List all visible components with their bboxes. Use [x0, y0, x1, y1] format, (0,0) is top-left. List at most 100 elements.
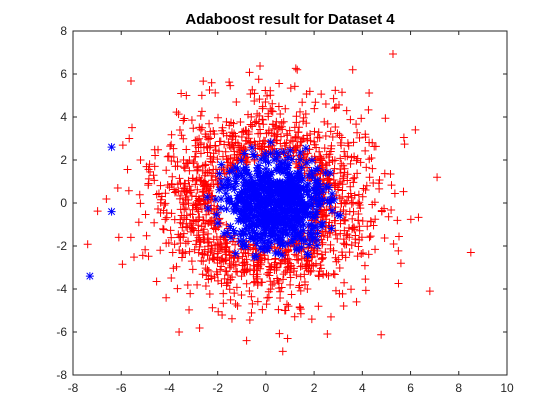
data-point-plus [142, 231, 151, 240]
data-point-star [307, 166, 316, 175]
data-point-plus [346, 115, 355, 124]
data-point-star [234, 197, 243, 206]
data-point-plus [349, 174, 358, 183]
data-point-plus [369, 178, 378, 187]
data-point-star [242, 221, 251, 230]
data-point-plus [329, 175, 338, 184]
data-point-plus [230, 289, 239, 298]
data-point-plus [182, 145, 191, 154]
data-point-plus [310, 137, 319, 146]
data-point-plus [358, 217, 367, 226]
data-point-plus [201, 161, 210, 170]
data-point-plus [189, 224, 198, 233]
data-point-plus [181, 193, 190, 202]
data-point-plus [201, 160, 210, 169]
data-point-plus [237, 132, 246, 141]
data-point-plus [266, 277, 275, 286]
data-point-plus [390, 189, 399, 198]
data-point-plus [290, 82, 299, 91]
y-tick-label: -2 [56, 239, 67, 253]
data-point-plus [301, 110, 310, 119]
data-point-plus [162, 239, 171, 248]
data-point-star [225, 197, 234, 206]
data-point-star [295, 218, 304, 227]
data-point-star [241, 185, 250, 194]
data-point-plus [388, 50, 397, 59]
data-point-plus [338, 186, 347, 195]
data-point-star [273, 223, 282, 232]
data-point-plus [325, 150, 334, 159]
data-point-plus [175, 194, 184, 203]
data-point-star [256, 234, 265, 243]
data-point-plus [335, 263, 344, 272]
data-point-star [265, 180, 274, 188]
data-point-plus [270, 243, 279, 252]
data-point-star [258, 245, 267, 254]
data-point-plus [206, 157, 215, 166]
data-point-plus [333, 129, 342, 138]
data-point-star [237, 156, 246, 165]
data-point-plus [276, 294, 285, 303]
data-point-plus [169, 264, 178, 273]
data-point-plus [272, 117, 281, 126]
data-point-plus [284, 302, 293, 311]
y-tick-label: -4 [56, 282, 67, 296]
data-point-plus [191, 152, 200, 161]
data-point-star [239, 212, 248, 221]
data-point-plus [351, 231, 360, 240]
data-point-star [286, 146, 295, 155]
data-point-plus [191, 201, 200, 210]
data-point-star [296, 148, 305, 157]
data-point-star [284, 153, 293, 162]
data-point-plus [343, 139, 352, 148]
data-point-plus [180, 164, 189, 173]
data-point-plus [198, 188, 207, 197]
data-point-star [311, 166, 320, 175]
data-point-star [303, 182, 312, 191]
data-point-plus [258, 102, 267, 111]
data-point-star [287, 225, 296, 234]
data-point-plus [411, 125, 420, 134]
data-point-star [326, 168, 335, 177]
data-point-plus [141, 210, 150, 219]
data-point-plus [157, 192, 166, 201]
data-point-plus [350, 152, 359, 161]
data-point-plus [185, 247, 194, 256]
data-point-plus [174, 110, 183, 119]
data-point-star [244, 170, 253, 179]
data-point-plus [216, 243, 225, 252]
data-point-star [290, 205, 299, 214]
data-point-plus [368, 200, 377, 209]
data-point-plus [83, 240, 92, 249]
data-point-star [261, 231, 270, 240]
data-point-plus [364, 105, 373, 114]
data-point-star [252, 186, 261, 195]
data-point-plus [281, 104, 290, 113]
data-point-star [295, 172, 304, 181]
data-point-plus [406, 215, 415, 224]
data-point-plus [138, 251, 147, 260]
data-point-star [254, 193, 263, 202]
data-point-star [313, 229, 322, 238]
data-point-star [296, 168, 305, 177]
data-point-star [295, 206, 304, 215]
data-point-plus [277, 122, 286, 131]
data-point-plus [126, 233, 135, 242]
data-point-plus [205, 217, 214, 226]
data-point-plus [218, 310, 227, 319]
data-point-plus [199, 77, 208, 86]
data-point-plus [414, 213, 423, 222]
data-point-star [245, 192, 254, 201]
data-point-plus [361, 130, 370, 139]
data-point-plus [248, 299, 257, 308]
data-point-plus [196, 237, 205, 246]
data-point-star [282, 221, 291, 230]
data-point-plus [394, 232, 403, 241]
data-point-star [261, 178, 270, 187]
data-point-star [307, 156, 316, 165]
data-point-plus [271, 121, 280, 130]
data-point-plus [125, 134, 134, 143]
data-point-star [230, 185, 239, 194]
data-point-plus [185, 305, 194, 314]
data-point-plus [394, 246, 403, 255]
